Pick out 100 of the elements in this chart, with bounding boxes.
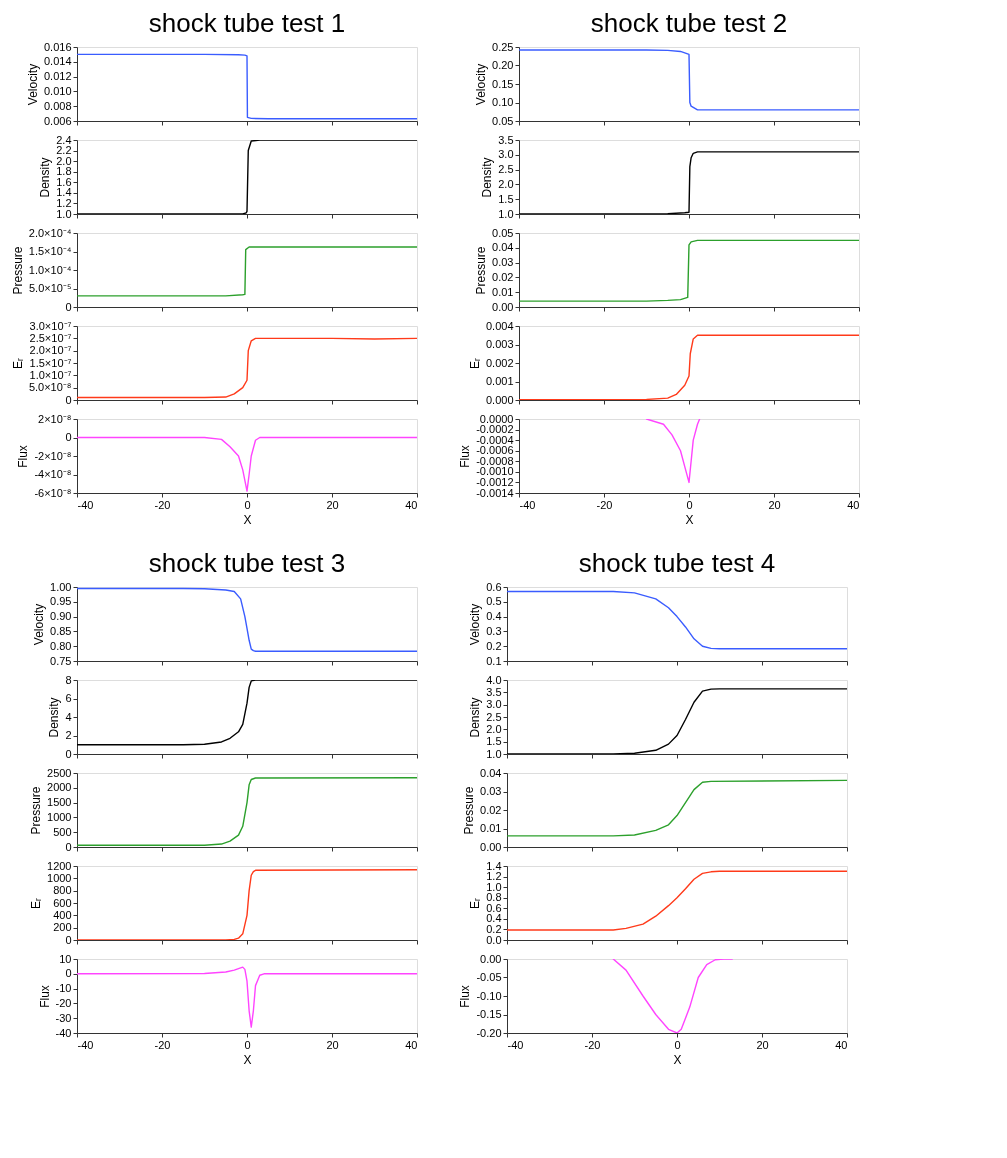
y-tick-label: 2.5 [486, 710, 502, 723]
y-tick-label: 1.0 [486, 747, 502, 760]
y-tick-label: 2×10⁻⁸ [38, 412, 72, 425]
y-tick-label: 0.20 [492, 59, 514, 71]
y-tick-label: 0.01 [480, 822, 502, 834]
line-series [77, 246, 417, 297]
y-axis-title: Pressure [29, 786, 44, 835]
y-axis-title: Pressure [10, 246, 25, 295]
chart-title: shock tube test 4 [578, 548, 776, 578]
y-tick-label: -0.20 [476, 1026, 502, 1039]
y-tick-label: 2500 [47, 766, 72, 779]
chart-title: shock tube test 2 [590, 8, 788, 38]
y-tick-label: 1.5×10⁻⁴ [28, 245, 72, 257]
y-tick-label: 1500 [47, 796, 72, 809]
y-tick-label: 0.2 [486, 922, 502, 935]
chart-title: shock tube test 1 [148, 8, 346, 38]
x-tick-label: -40 [77, 498, 94, 511]
y-tick-label: 0.016 [43, 40, 72, 53]
y-axis-title: Velocity [32, 603, 47, 646]
y-tick-label: -0.0002 [476, 423, 514, 436]
y-tick-label: 0.002 [485, 356, 514, 369]
y-tick-label: 1.4 [56, 186, 72, 199]
y-tick-label: 1.6 [56, 175, 72, 188]
line-series [519, 239, 859, 302]
y-tick-label: 0.02 [480, 803, 502, 816]
y-axis-title: Eᵣ [10, 357, 25, 369]
y-tick-label: 0 [65, 933, 72, 946]
y-tick-label: 1.5 [486, 735, 502, 748]
y-tick-label: 1.0×10⁻⁷ [29, 368, 72, 381]
y-tick-label: 1.5×10⁻⁷ [29, 356, 72, 369]
y-tick-label: 1.2 [56, 196, 72, 209]
y-tick-label: -6×10⁻⁸ [34, 486, 72, 499]
y-axis-title: Velocity [25, 63, 40, 106]
line-series [507, 779, 847, 837]
y-tick-label: -20 [55, 996, 72, 1009]
y-tick-label: 0.6 [486, 580, 502, 593]
y-tick-label: 3.0 [498, 148, 514, 161]
y-axis-title: Density [468, 697, 483, 738]
y-axis-title: Pressure [462, 786, 477, 835]
y-tick-label: 0.04 [480, 766, 502, 779]
chart-title: shock tube test 3 [148, 548, 346, 578]
y-tick-label: 0 [65, 967, 72, 980]
line-series [507, 590, 847, 650]
y-tick-label: 0.25 [492, 40, 514, 53]
x-tick-label: -20 [154, 1038, 171, 1051]
x-tick-label: -20 [584, 1038, 601, 1051]
x-tick-label: 0 [244, 498, 251, 511]
y-tick-label: 0.90 [50, 610, 72, 623]
y-axis-title: Density [47, 697, 62, 738]
y-tick-label: -0.0014 [476, 486, 514, 499]
y-axis-title: Eᵣ [29, 897, 44, 909]
y-tick-label: -0.10 [476, 989, 502, 1002]
line-series [77, 966, 417, 1028]
x-axis-title: X [243, 512, 252, 527]
y-tick-label: 200 [53, 921, 72, 934]
y-tick-label: -0.0012 [476, 475, 514, 488]
y-tick-label: -10 [55, 982, 72, 995]
x-tick-label: 20 [326, 1038, 339, 1051]
y-tick-label: 1.0 [486, 880, 502, 893]
y-tick-label: 10 [59, 952, 72, 965]
y-tick-label: 0.003 [485, 338, 514, 350]
y-tick-label: 0.004 [485, 319, 514, 332]
y-tick-label: 3.0 [486, 698, 502, 711]
y-tick-label: 0.00 [492, 300, 514, 313]
y-tick-label: -30 [55, 1011, 72, 1024]
y-tick-label: 3.5 [486, 685, 502, 698]
y-tick-label: 0.012 [43, 70, 72, 83]
y-tick-label: 1000 [47, 810, 72, 823]
y-tick-label: 3.5 [498, 133, 514, 146]
y-tick-label: -40 [55, 1026, 72, 1039]
y-tick-label: 4.0 [486, 673, 502, 686]
y-tick-label: 1.0 [56, 207, 72, 220]
y-tick-label: 1200 [47, 859, 72, 872]
y-tick-label: 0.02 [492, 270, 514, 283]
y-tick-label: 0.4 [486, 912, 502, 925]
y-tick-label: 0.014 [43, 55, 72, 68]
y-tick-label: 2.0 [486, 722, 502, 735]
y-tick-label: 1.0×10⁻⁴ [28, 263, 72, 276]
y-tick-label: -0.0008 [476, 454, 514, 467]
y-tick-label: 0.5 [486, 595, 502, 608]
line-series [77, 680, 417, 746]
y-tick-label: 0.00 [480, 840, 502, 853]
x-tick-label: 0 [674, 1038, 681, 1051]
x-tick-label: -40 [77, 1038, 94, 1051]
y-tick-label: 0.05 [492, 226, 514, 239]
x-tick-label: 40 [405, 498, 418, 511]
x-tick-label: -40 [519, 498, 536, 511]
x-tick-label: 40 [847, 498, 860, 511]
line-series [77, 587, 417, 652]
y-tick-label: -0.05 [476, 971, 502, 983]
y-tick-label: 1.00 [50, 580, 72, 593]
y-tick-label: 0.008 [43, 99, 72, 112]
y-tick-label: 2.4 [56, 133, 72, 146]
x-tick-label: -40 [507, 1038, 524, 1051]
y-axis-title: Velocity [468, 603, 483, 646]
y-tick-label: 6 [65, 692, 72, 704]
x-tick-label: 0 [686, 498, 693, 511]
x-axis-title: X [673, 1052, 682, 1067]
y-tick-label: 2.0×10⁻⁴ [28, 226, 72, 239]
y-axis-title: Eᵣ [467, 357, 482, 369]
